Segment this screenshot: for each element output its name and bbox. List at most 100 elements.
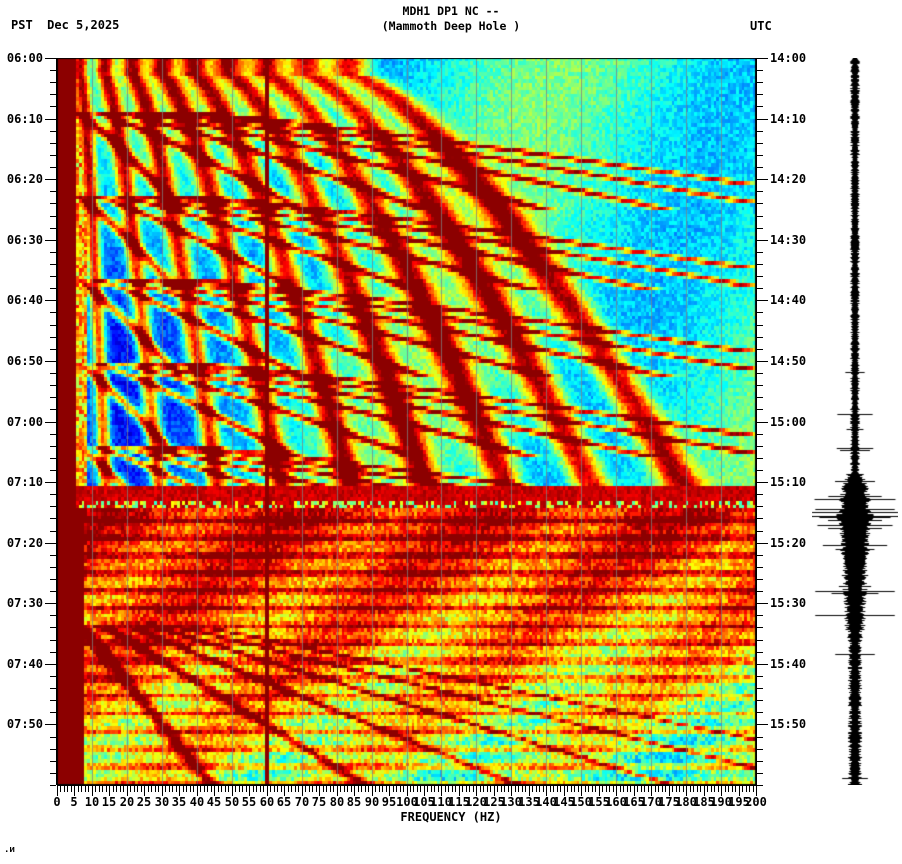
axis-tick <box>757 252 763 253</box>
frequency-tick <box>728 786 729 792</box>
axis-tick <box>50 712 56 713</box>
axis-tick <box>50 325 56 326</box>
axis-tick <box>50 555 56 556</box>
axis-tick <box>50 506 56 507</box>
axis-tick <box>757 640 763 641</box>
axis-tick <box>50 688 56 689</box>
frequency-tick <box>218 786 219 792</box>
frequency-tick <box>609 786 610 792</box>
frequency-tick <box>578 786 579 792</box>
axis-tick <box>757 482 768 483</box>
axis-tick <box>50 627 56 628</box>
axis-tick <box>757 409 763 410</box>
frequency-tick <box>123 786 124 792</box>
time-axis-right-line <box>756 58 757 785</box>
frequency-label: 130 <box>500 795 522 809</box>
frequency-tick <box>700 786 701 792</box>
frequency-tick <box>469 786 470 792</box>
frequency-tick <box>599 786 600 796</box>
axis-tick <box>757 627 763 628</box>
axis-tick <box>50 567 56 568</box>
frequency-tick <box>71 786 72 792</box>
frequency-tick <box>267 786 268 796</box>
axis-tick <box>50 579 56 580</box>
frequency-tick <box>511 786 512 796</box>
frequency-tick <box>291 786 292 792</box>
axis-tick <box>50 276 56 277</box>
axis-tick <box>757 518 763 519</box>
frequency-tick <box>214 786 215 796</box>
axis-tick <box>50 700 56 701</box>
frequency-tick <box>441 786 442 796</box>
frequency-label: 145 <box>553 795 575 809</box>
spectrogram-canvas[interactable] <box>57 58 756 785</box>
seismogram-canvas[interactable] <box>812 58 898 785</box>
frequency-tick <box>344 786 345 792</box>
time-label-pst: 06:50 <box>6 354 43 368</box>
frequency-label: 150 <box>570 795 592 809</box>
frequency-label: 175 <box>658 795 680 809</box>
frequency-tick <box>525 786 526 792</box>
axis-tick <box>757 143 763 144</box>
frequency-tick <box>102 786 103 792</box>
header-timezone-right: UTC <box>750 19 772 33</box>
frequency-tick <box>155 786 156 792</box>
time-label-utc: 14:50 <box>770 354 807 368</box>
frequency-tick <box>431 786 432 792</box>
time-label-pst: 06:10 <box>6 112 43 126</box>
axis-tick <box>45 482 56 483</box>
frequency-tick <box>445 786 446 792</box>
frequency-tick <box>560 786 561 792</box>
spectrogram-plot[interactable] <box>57 58 756 785</box>
frequency-tick <box>130 786 131 792</box>
axis-tick <box>45 664 56 665</box>
time-label-pst: 07:40 <box>6 657 43 671</box>
axis-tick <box>757 785 763 786</box>
frequency-tick <box>592 786 593 792</box>
axis-tick <box>757 422 768 423</box>
frequency-tick <box>396 786 397 792</box>
frequency-tick <box>389 786 390 796</box>
frequency-tick <box>358 786 359 792</box>
axis-tick <box>757 652 763 653</box>
axis-tick <box>50 531 56 532</box>
time-label-pst: 07:30 <box>6 596 43 610</box>
axis-tick <box>50 155 56 156</box>
frequency-tick <box>648 786 649 792</box>
frequency-tick <box>518 786 519 792</box>
frequency-label: 185 <box>693 795 715 809</box>
frequency-label: 65 <box>276 795 292 809</box>
frequency-tick <box>585 786 586 792</box>
frequency-tick <box>494 786 495 796</box>
time-label-pst: 07:00 <box>6 415 43 429</box>
axis-tick <box>50 773 56 774</box>
frequency-tick <box>106 786 107 792</box>
frequency-tick <box>452 786 453 792</box>
axis-tick <box>50 94 56 95</box>
axis-tick <box>45 724 56 725</box>
axis-tick <box>50 761 56 762</box>
frequency-tick <box>742 786 743 792</box>
frequency-tick <box>627 786 628 792</box>
axis-tick <box>757 458 763 459</box>
axis-tick <box>50 216 56 217</box>
frequency-tick <box>438 786 439 792</box>
axis-tick <box>50 312 56 313</box>
frequency-label: 85 <box>346 795 362 809</box>
frequency-tick <box>186 786 187 792</box>
frequency-tick <box>501 786 502 792</box>
seismogram-trace[interactable] <box>812 58 898 785</box>
axis-tick <box>757 106 763 107</box>
axis-tick <box>757 470 763 471</box>
frequency-tick <box>644 786 645 792</box>
frequency-tick <box>365 786 366 792</box>
frequency-tick <box>662 786 663 792</box>
axis-tick <box>50 385 56 386</box>
axis-tick <box>50 191 56 192</box>
frequency-tick <box>536 786 537 792</box>
axis-tick <box>757 603 768 604</box>
frequency-tick <box>434 786 435 792</box>
axis-tick <box>757 737 763 738</box>
time-label-utc: 15:30 <box>770 596 807 610</box>
frequency-label: 60 <box>259 795 275 809</box>
